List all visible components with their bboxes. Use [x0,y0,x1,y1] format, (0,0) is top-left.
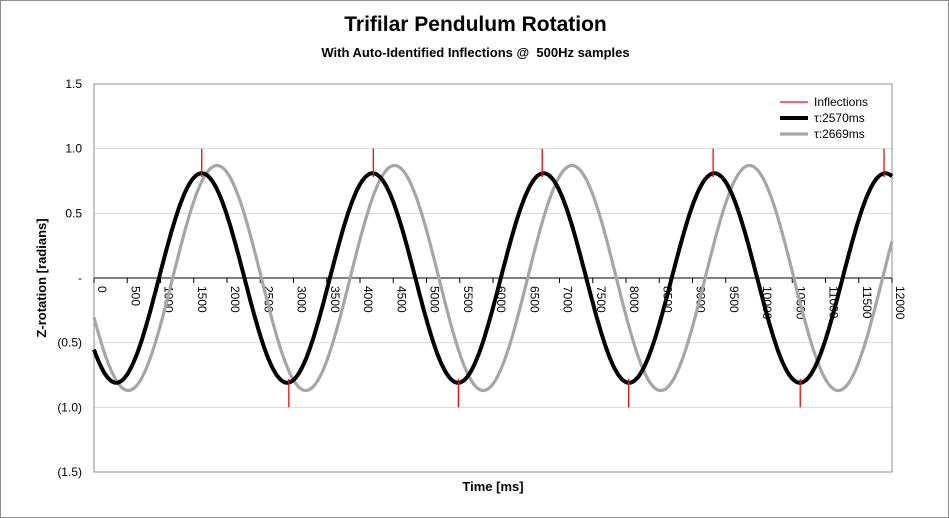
series-line [92,163,894,393]
x-tick-label: 4000 [361,286,375,313]
x-tick-label: 9500 [727,286,741,313]
x-tick-label: 12000 [893,286,907,320]
y-tick-label: 1.5 [65,77,82,91]
x-tick-label: 1500 [195,286,209,313]
x-axis-label: Time [ms] [462,479,523,494]
y-tick-label: 1.0 [65,142,82,156]
x-tick-label: 3000 [295,286,309,313]
series-layer [92,163,894,393]
y-axis-ticks: 1.5 1.0 0.5 - (0.5) (1.0) (1.5) [57,77,82,479]
legend: Inflections τ:2570ms τ:2669ms [780,95,868,141]
y-tick-label: (1.0) [57,400,82,414]
x-tick-label: 6500 [527,286,541,313]
y-tick-label: (1.5) [57,465,82,479]
y-tick-label: 0.5 [65,206,82,220]
inflection-layer [201,148,885,408]
x-tick-label: 3500 [328,286,342,313]
x-tick-label: 2000 [228,286,242,313]
legend-label: τ:2669ms [814,127,865,141]
x-tick-label: 7000 [561,286,575,313]
x-tick-label: 11500 [860,286,874,319]
legend-label: τ:2570ms [814,111,865,125]
y-tick-label: - [78,271,82,285]
x-tick-label: 0 [95,286,109,293]
series-line [92,171,894,385]
chart-title: Trifilar Pendulum Rotation [344,13,607,36]
x-tick-label: 4500 [394,286,408,313]
x-tick-label: 5000 [428,286,442,313]
x-tick-label: 500 [128,286,142,306]
x-tick-label: 8000 [627,286,641,313]
chart-subtitle: With Auto-Identified Inflections @ 500Hz… [321,45,630,60]
x-tick-label: 5500 [461,286,475,313]
y-axis-label: Z-rotation [radians] [34,218,49,337]
y-tick-label: (0.5) [57,336,82,350]
x-tick-label: 7500 [594,286,608,313]
legend-label: Inflections [814,95,868,109]
x-axis-ticks: 0 500 1000 1500 2000 2500 3000 3500 4000 4500 5000… [93,278,907,320]
